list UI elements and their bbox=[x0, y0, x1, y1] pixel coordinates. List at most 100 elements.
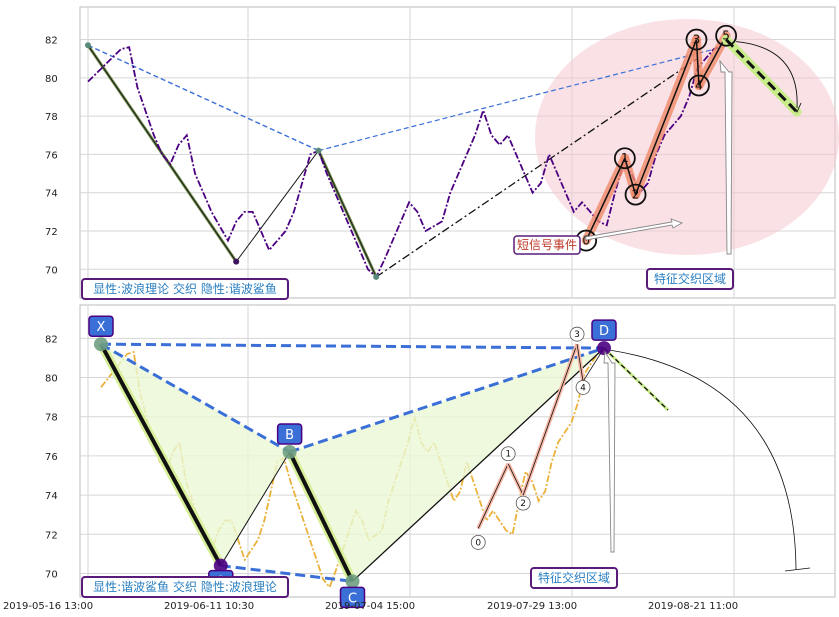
x-tick-label: 2019-06-11 10:30 bbox=[164, 601, 254, 612]
signal-arrow bbox=[584, 218, 684, 241]
pattern-point-box bbox=[339, 586, 366, 609]
dashed-line bbox=[100, 342, 605, 350]
wave-point-label: 1 bbox=[621, 151, 629, 165]
y-tick-label: 76 bbox=[45, 452, 58, 463]
dashed-line-bd bbox=[318, 46, 723, 152]
wave-point-label: 0 bbox=[582, 234, 590, 248]
pattern-vertex bbox=[85, 42, 91, 49]
y-tick-label: 80 bbox=[45, 374, 58, 385]
pattern-vertex bbox=[233, 258, 240, 265]
dashdot-line-cd bbox=[375, 58, 698, 278]
y-tick-label: 78 bbox=[45, 413, 58, 424]
pattern-vertex bbox=[94, 337, 108, 352]
curve-arrow-head bbox=[784, 567, 811, 572]
dashed-line bbox=[100, 342, 291, 454]
wave-line bbox=[576, 344, 584, 382]
pattern-point-label: X bbox=[97, 320, 106, 335]
zone-label: 特征交织区域 bbox=[654, 271, 726, 286]
y-tick-label: 82 bbox=[45, 36, 58, 47]
pattern-vertex bbox=[315, 147, 322, 154]
x-tick-label: 2019-07-04 15:00 bbox=[325, 601, 415, 612]
wave-point-circle bbox=[470, 535, 486, 550]
y-tick-label: 70 bbox=[45, 569, 58, 580]
wave-point-circle bbox=[500, 446, 516, 462]
curve-arrow-head bbox=[790, 102, 802, 113]
y-tick-label: 80 bbox=[45, 74, 58, 85]
y-tick-label: 70 bbox=[45, 265, 58, 276]
wave-line bbox=[522, 344, 578, 496]
plot-panel-1: 70727476788082XABCD01234特征交织区域显性:谐波鲨鱼 交织… bbox=[45, 304, 836, 609]
y-tick-label: 72 bbox=[45, 530, 58, 541]
wave-point-circle bbox=[624, 183, 647, 206]
wave-point-label: 2 bbox=[632, 188, 640, 202]
pattern-vertex bbox=[213, 558, 228, 573]
pattern-vertex bbox=[345, 574, 360, 589]
dashed-line bbox=[220, 564, 353, 583]
wave-point-label: 2 bbox=[520, 499, 526, 509]
x-tick-label: 2019-07-29 13:00 bbox=[487, 601, 577, 612]
y-tick-label: 78 bbox=[45, 112, 58, 123]
wave-point-circle bbox=[613, 147, 636, 170]
wave-point-circle bbox=[685, 28, 708, 51]
projection-line bbox=[603, 347, 669, 411]
wave-point-label: 0 bbox=[475, 538, 481, 548]
triangle-xab bbox=[101, 344, 290, 566]
wave-line bbox=[634, 39, 698, 195]
top-caption: 显性:波浪理论 交织 隐性:谐波鲨鱼 bbox=[93, 281, 277, 296]
dashed-line-xb bbox=[87, 44, 319, 152]
pattern-point-label: B bbox=[285, 428, 294, 443]
wave-point-circle bbox=[688, 74, 710, 97]
zone-label-box bbox=[646, 268, 734, 290]
wave-point-label: 4 bbox=[580, 383, 586, 393]
curve-arrow bbox=[736, 41, 798, 109]
wave-line bbox=[585, 157, 626, 241]
wave-line bbox=[624, 158, 637, 195]
wave-point-circle bbox=[575, 380, 591, 395]
pattern-leg bbox=[287, 451, 355, 583]
y-tick-label: 74 bbox=[45, 189, 58, 200]
y-tick-label: 82 bbox=[45, 334, 58, 345]
wave-point-circle bbox=[569, 326, 585, 342]
wave-point-circle bbox=[515, 495, 531, 511]
wave-point-label: 5 bbox=[722, 29, 730, 43]
pattern-leg bbox=[220, 451, 291, 566]
y-tick-label: 74 bbox=[45, 491, 58, 502]
pattern-leg-core bbox=[318, 150, 377, 278]
triangle-bcd bbox=[289, 348, 604, 582]
top-caption-box bbox=[81, 278, 289, 300]
signal-label: 短信号事件 bbox=[517, 238, 577, 252]
pattern-point-box bbox=[591, 319, 617, 341]
y-tick-label: 76 bbox=[45, 150, 58, 161]
y-tick-label: 72 bbox=[45, 227, 58, 238]
pattern-leg bbox=[235, 150, 319, 262]
pattern-vertex bbox=[282, 444, 297, 459]
bottom-caption: 显性:谐波鲨鱼 交织 隐性:波浪理论 bbox=[93, 579, 277, 594]
wave-point-label: 3 bbox=[574, 330, 580, 340]
pattern-point-label: D bbox=[599, 324, 609, 339]
zone-arrow bbox=[719, 59, 733, 255]
pattern-point-label: C bbox=[348, 591, 357, 606]
wave-point-label: 4 bbox=[695, 78, 703, 92]
dashed-line bbox=[289, 346, 605, 454]
wave-point-circle bbox=[715, 24, 738, 47]
wave-line bbox=[477, 463, 509, 529]
x-tick-label: 2019-08-21 11:00 bbox=[648, 601, 738, 612]
pattern-point-box bbox=[276, 423, 303, 445]
projection-line bbox=[725, 38, 799, 114]
zone-label: 特征交织区域 bbox=[538, 570, 610, 585]
pattern-point-box bbox=[88, 315, 114, 337]
wave-line bbox=[507, 463, 524, 496]
wave-point-label: 1 bbox=[505, 450, 511, 460]
x-tick-label: 2019-05-16 13:00 bbox=[3, 601, 93, 612]
wave-point-label: 3 bbox=[693, 33, 701, 47]
zone-arrow bbox=[603, 350, 616, 553]
pattern-leg bbox=[99, 343, 223, 567]
zone-label-box bbox=[530, 567, 618, 589]
bottom-caption-box bbox=[81, 576, 289, 598]
wave-line bbox=[695, 39, 700, 86]
curve-arrow bbox=[609, 349, 797, 571]
signal-label-box bbox=[513, 235, 581, 255]
pattern-vertex bbox=[597, 341, 611, 356]
